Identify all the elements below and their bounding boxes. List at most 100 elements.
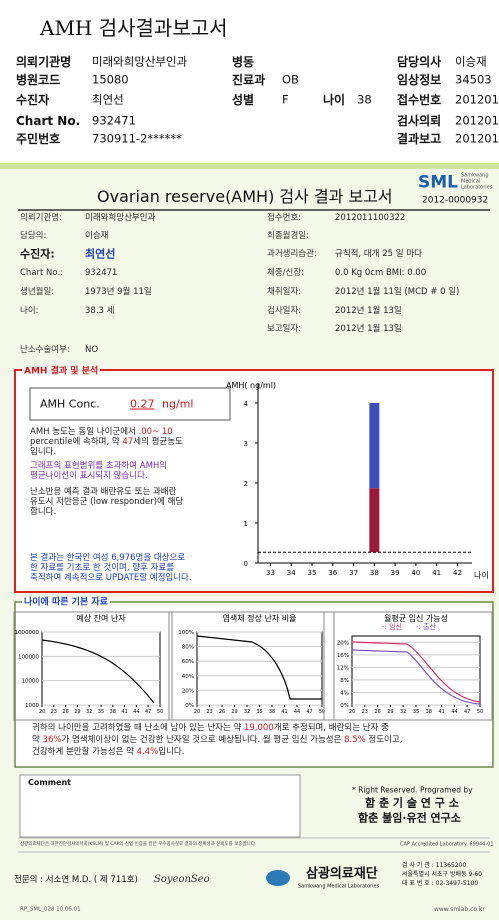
contact: 서울특별시 서초구 방배동 9-60 <box>402 871 483 878</box>
field-label: 병원코드 <box>16 73 61 87</box>
field-value: 34503 <box>455 72 492 87</box>
field-label: 임상정보 <box>397 73 442 87</box>
report-band <box>0 163 499 169</box>
curve <box>196 635 322 700</box>
mini-frame <box>323 611 493 721</box>
info-value: 0.0 Kg 0cm BMI: 0.00 <box>335 267 427 278</box>
plot <box>41 631 161 706</box>
y-tick-label: 4 <box>244 400 249 408</box>
info-label: 난소수술여부: <box>20 344 70 355</box>
foundation: 삼광의료재단 <box>306 866 378 882</box>
website: www.smlab.co.kr <box>434 906 485 913</box>
text: 건강하게 분만할 가능성은 약 <box>32 746 137 757</box>
form-code: RP_SML_028 10.06.01 <box>20 906 81 913</box>
mini-frame <box>168 611 335 721</box>
y-tick-label: 0% <box>185 703 194 709</box>
legend-entry: -: 임신 <box>382 622 402 631</box>
x-tick-label: 39 <box>391 569 400 577</box>
info-label: 수진자: <box>20 247 55 261</box>
text: 약 <box>32 734 43 745</box>
bar <box>369 403 380 489</box>
x-tick-label: 47 <box>145 709 151 715</box>
x-tick-label: 29 <box>74 709 80 715</box>
conc-unit: ng/ml <box>162 397 194 411</box>
info-value: 2012년 1월 13일 <box>335 323 402 334</box>
text: AMH 농도는 동일 나이군에서 <box>30 426 139 437</box>
field-label: Chart No. <box>16 114 81 128</box>
x-axis-label: 나이 <box>474 570 489 580</box>
mini-title: 예상 잔여 난자 <box>76 613 126 623</box>
text: 축적하여 계속적으로 UPDATE할 예정입니다. <box>30 572 192 583</box>
field-label: 접수번호 <box>397 93 442 107</box>
y-tick-label: 40% <box>182 674 194 680</box>
x-tick-label: 38 <box>110 709 116 715</box>
y-tick-label: 100000 <box>18 654 39 660</box>
x-tick-label: 41 <box>281 709 287 715</box>
text-line: 합니다. <box>30 508 56 517</box>
text: 세의 평균농도 <box>133 436 183 447</box>
y-tick-label: 8% <box>340 678 349 684</box>
text-line: 한 자료를 기초로 한 것이며, 향후 자료를 <box>30 564 174 573</box>
y-tick-label: 60% <box>182 659 194 665</box>
credit: * Right Reserved. Programed by <box>352 785 473 795</box>
x-tick-label: 32 <box>400 709 406 715</box>
field-label: 결과보고 <box>397 132 442 146</box>
text-line: 본 결과는 한국인 여성 6,976명을 대상으로 <box>30 554 185 563</box>
foundation-logo <box>266 870 290 886</box>
x-tick-label: 32 <box>244 709 250 715</box>
x-tick-label: 50 <box>157 709 163 715</box>
x-tick-label: 23 <box>362 709 368 715</box>
x-tick-label: 36 <box>328 569 337 577</box>
logo-sub: Samkwang <box>461 172 489 179</box>
text: 입니다. <box>30 446 57 457</box>
x-tick-label: 32 <box>86 709 92 715</box>
x-tick-label: 35 <box>413 709 419 715</box>
footnote: 삼광의료재단은 대한진단검사의학회(KSLM) 및 CAP의 신임 인증을 받은… <box>20 841 257 847</box>
y-tick-label: 20% <box>182 688 194 694</box>
section-title: AMH 결과 및 분석 <box>22 366 101 377</box>
section-title: 나이에 따른 기본 자료 <box>22 597 110 608</box>
x-tick-label: 26 <box>374 709 380 715</box>
mini-title: 월평균 임신 가능성 <box>384 613 448 623</box>
contact: 검 사 기 관 : 11365200 <box>402 862 467 869</box>
text: 유도시 저반응군 (low responder)에 해당 <box>30 496 184 507</box>
curve <box>41 639 155 704</box>
x-tick-label: 50 <box>319 709 325 715</box>
field-label: 주민번호 <box>16 132 61 146</box>
info-label: Chart No.: <box>20 267 64 278</box>
info-value: 932471 <box>85 267 118 278</box>
field-value: 최연선 <box>92 92 124 107</box>
info-label: 접수번호: <box>267 212 302 223</box>
x-tick-label: 41 <box>438 709 444 715</box>
text: 합니다. <box>30 506 57 517</box>
info-label: 채취일자: <box>267 286 302 297</box>
signature: SoyeonSeo <box>154 874 210 885</box>
lab-name: 함춘 불임·유전 연구소 <box>358 811 461 825</box>
x-tick-label: 35 <box>98 709 104 715</box>
info-value: 미래와희망산부인과 <box>85 212 156 223</box>
y-tick-label: 16% <box>337 653 349 659</box>
y-tick-label: 1000000 <box>15 630 40 636</box>
info-label: 체중/신장: <box>267 267 305 278</box>
cap: CAP Accredited Laboratory. 69944-01 <box>400 841 494 848</box>
text: 개로 추정되며, 배란되는 난자 중 <box>273 722 389 733</box>
info-label: 보고일자: <box>267 323 302 334</box>
text-line: 축적하여 계속적으로 UPDATE할 예정입니다. <box>30 574 192 583</box>
conc-box <box>29 387 231 421</box>
logo: SML <box>418 172 458 193</box>
mini-frame <box>13 611 173 721</box>
x-tick-label: 20 <box>349 709 355 715</box>
x-tick-label: 34 <box>287 569 296 577</box>
comment-label: Comment <box>28 778 71 787</box>
doctor: 전문의 : 서소연 M.D. ( 제 711호) <box>14 874 138 885</box>
x-tick-label: 41 <box>121 709 127 715</box>
info-value: NO <box>85 344 99 355</box>
field-value: 15080 <box>92 72 129 87</box>
x-tick-label: 38 <box>370 569 379 577</box>
info-value: 규칙적, 대개 25 일 마다 <box>335 248 422 259</box>
text: 가 염색체이상이 없는 건강한 난자일 것으로 예상됩니다. 월 평균 임신 가… <box>61 734 345 745</box>
x-tick-label: 38 <box>426 709 432 715</box>
curve <box>351 649 481 705</box>
